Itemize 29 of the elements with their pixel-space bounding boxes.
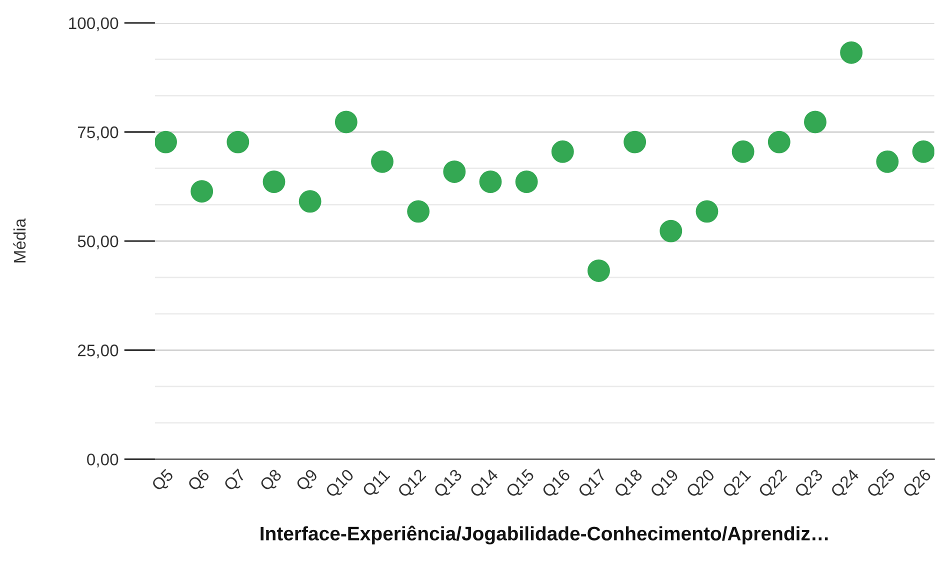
y-tick-label: 25,00 (78, 344, 118, 358)
x-tick-label: Q26 (902, 468, 934, 500)
x-tick-label: Q6 (186, 468, 212, 494)
x-tick-label: Q24 (830, 468, 862, 500)
x-tick-label: Q20 (686, 468, 718, 500)
x-tick-label: Q9 (295, 468, 320, 494)
x-tick-label: Q21 (722, 468, 754, 500)
x-tick-label: Q7 (223, 468, 248, 494)
x-tick-label: Q16 (541, 468, 573, 500)
y-tick-label: 50,00 (78, 235, 118, 250)
x-axis-title: Interface-Experiência/Jogabilidade-Conhecimento/Aprendiz… (260, 526, 828, 544)
x-tick-label: Q5 (150, 468, 176, 494)
x-tick-label: Q13 (433, 468, 465, 500)
y-tick-label: 0,00 (87, 454, 118, 468)
x-tick-label: Q12 (396, 468, 429, 500)
x-tick-label: Q10 (324, 468, 356, 500)
x-tick-label: Q15 (505, 468, 537, 500)
y-tick-label: 75,00 (78, 126, 118, 140)
x-tick-label: Q18 (613, 468, 646, 500)
x-tick-label: Q14 (469, 468, 501, 500)
x-tick-label: Q19 (650, 468, 682, 500)
x-tick-label: Q11 (362, 468, 392, 500)
x-tick-label: Q17 (577, 468, 609, 500)
x-tick-label: Q23 (794, 468, 826, 500)
y-tick-label: 100,00 (69, 17, 118, 32)
x-tick-label: Q22 (758, 468, 790, 500)
y-axis-title: Média (13, 218, 26, 262)
x-tick-label: Q8 (259, 468, 284, 494)
x-tick-label: Q25 (866, 468, 898, 500)
